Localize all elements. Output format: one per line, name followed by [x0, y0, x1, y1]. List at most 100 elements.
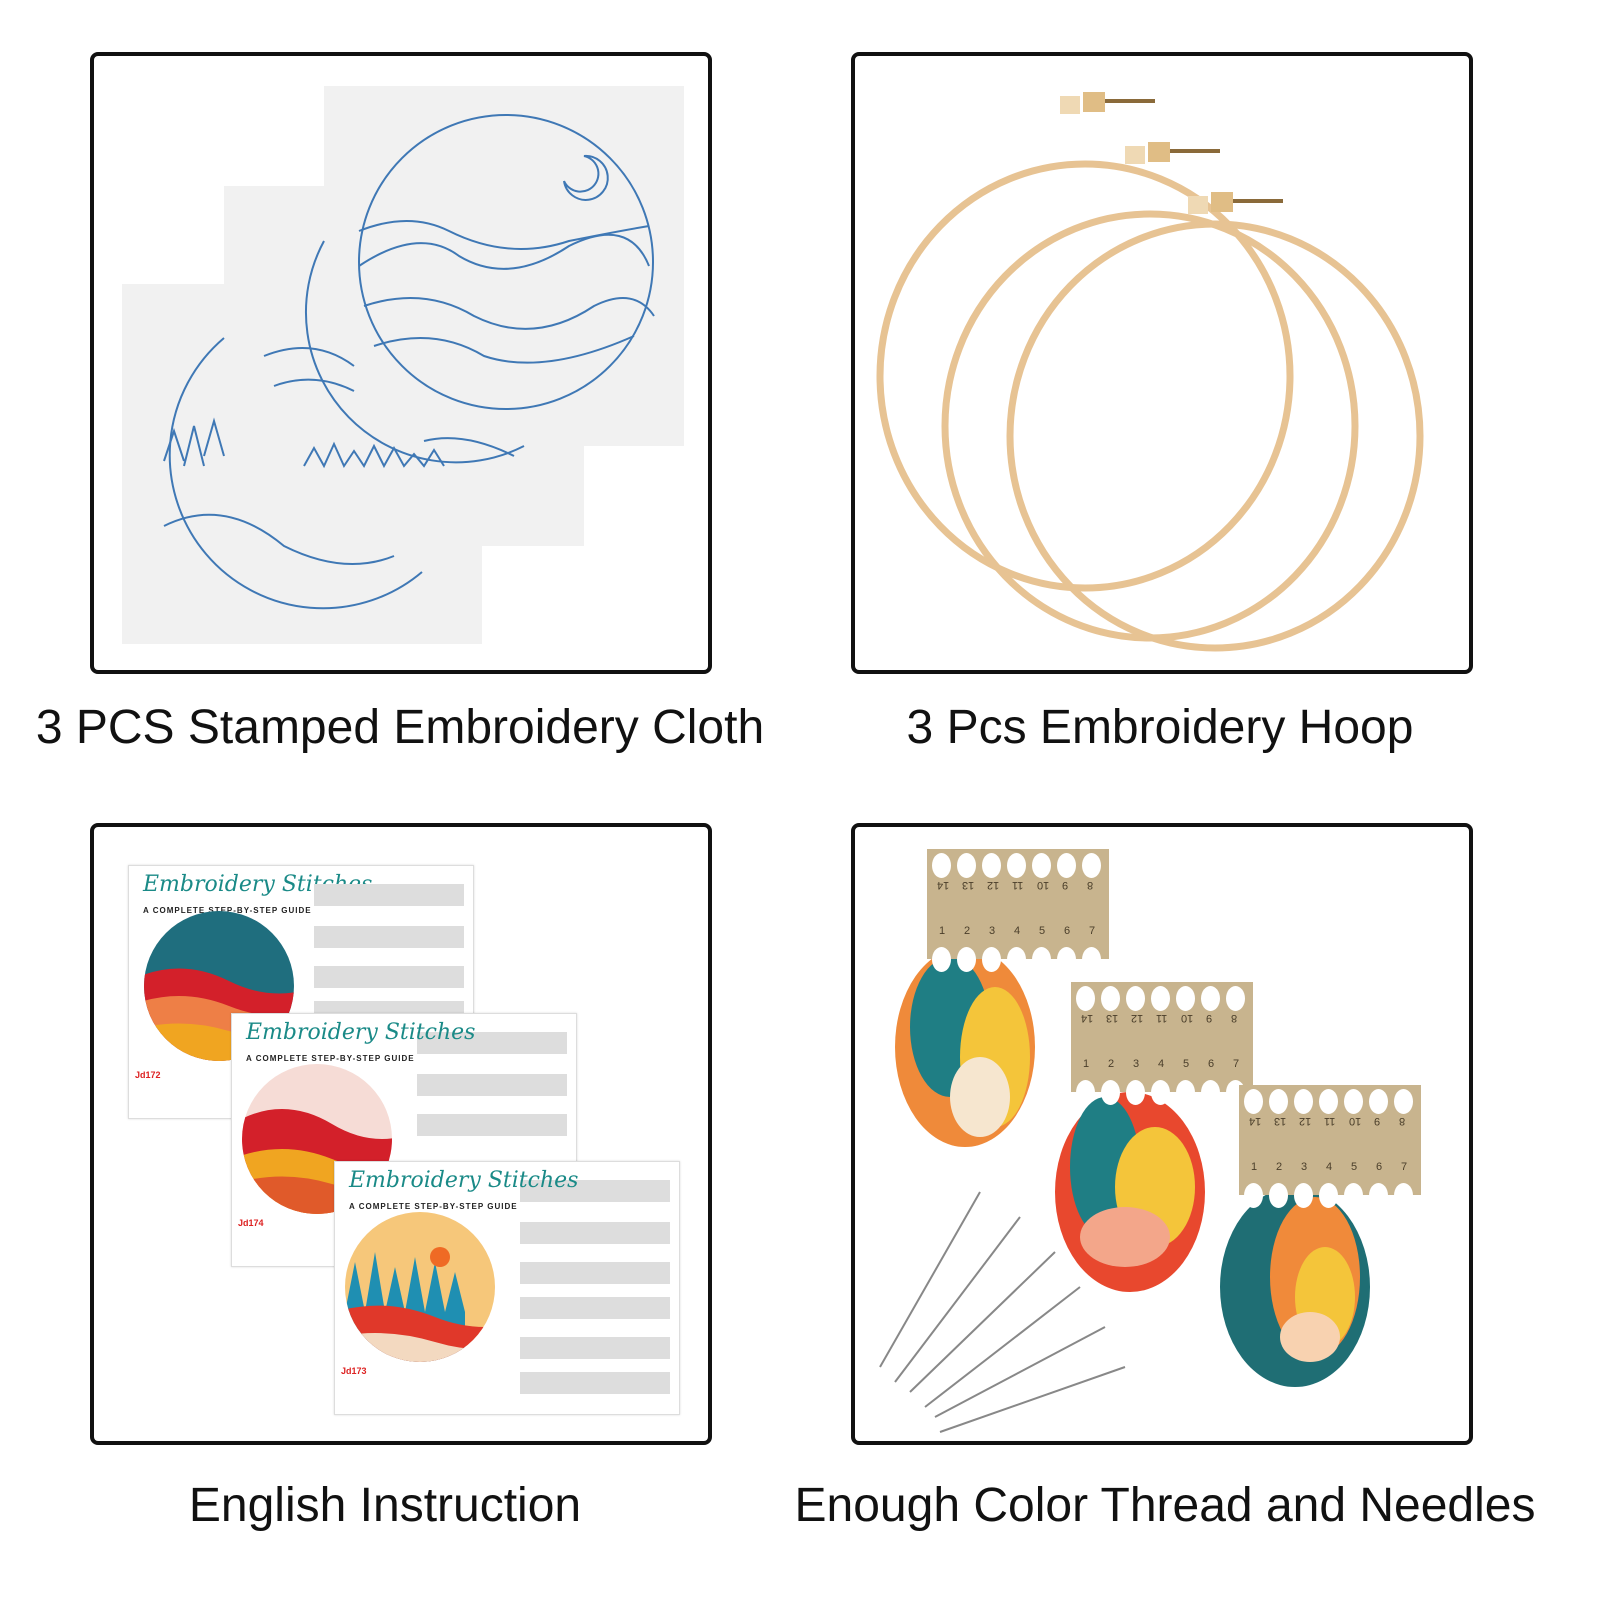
card-number: 4 [1014, 925, 1021, 937]
card-number: 3 [1133, 1058, 1140, 1070]
card-number: 6 [1376, 1161, 1383, 1173]
card-number: 14 [937, 879, 950, 891]
card-hole [1244, 1089, 1263, 1114]
card-number: 11 [1012, 879, 1024, 891]
hoop-panel [851, 52, 1473, 674]
card-hole [1101, 1080, 1120, 1105]
card-number: 6 [1208, 1058, 1215, 1070]
card-hole [957, 853, 976, 878]
card-hole [1007, 947, 1026, 972]
sheet-title: Embroidery Stitches [246, 1020, 476, 1045]
card-hole [1201, 1080, 1220, 1105]
caption-cloth: 3 PCS Stamped Embroidery Cloth [35, 701, 765, 754]
sheet-code: Jd172 [135, 1070, 161, 1080]
card-number: 4 [1326, 1161, 1333, 1173]
card-hole [1151, 986, 1170, 1011]
card-number: 11 [1156, 1012, 1168, 1024]
card-hole [982, 853, 1001, 878]
card-number: 8 [1399, 1115, 1406, 1127]
card-hole [1082, 947, 1101, 972]
thread-skein [895, 947, 1035, 1147]
card-hole [1369, 1089, 1388, 1114]
card-number: 9 [1206, 1012, 1213, 1024]
card-hole [1294, 1183, 1313, 1208]
card-number: 2 [1276, 1161, 1283, 1173]
card-number: 2 [964, 925, 971, 937]
card-number: 7 [1233, 1058, 1240, 1070]
sheet-subtitle: A COMPLETE STEP-BY-STEP GUIDE [349, 1202, 518, 1211]
embroidery-hoops-illustration [876, 92, 1424, 652]
card-hole [932, 853, 951, 878]
card-hole [1032, 947, 1051, 972]
card-hole [1269, 1183, 1288, 1208]
sheet-title: Embroidery Stitches [349, 1168, 579, 1193]
card-number: 2 [1108, 1058, 1115, 1070]
card-number: 14 [1249, 1115, 1262, 1127]
card-hole [1369, 1183, 1388, 1208]
thread-skein [1220, 1187, 1370, 1387]
card-hole [1076, 1080, 1095, 1105]
card-hole [1126, 1080, 1145, 1105]
card-hole [957, 947, 976, 972]
card-hole [1176, 986, 1195, 1011]
card-hole [1057, 853, 1076, 878]
card-number: 10 [1181, 1012, 1194, 1024]
card-number: 3 [1301, 1161, 1308, 1173]
caption-instruction: English Instruction [188, 1479, 582, 1532]
stamped-cloth-illustration [122, 86, 684, 644]
card-number: 9 [1374, 1115, 1381, 1127]
cloth-panel [90, 52, 712, 674]
caption-thread: Enough Color Thread and Needles [794, 1479, 1536, 1532]
thread-panel: 14 1 13 2 12 3 11 4 10 5 9 6 8 7 14 1 13 2 12 3 11 4 10 5 9 6 8 7 14… [851, 823, 1473, 1445]
card-number: 12 [987, 879, 1000, 891]
card-hole [1151, 1080, 1170, 1105]
sheet-subtitle: A COMPLETE STEP-BY-STEP GUIDE [246, 1054, 415, 1063]
card-hole [1226, 986, 1245, 1011]
card-number: 9 [1062, 879, 1069, 891]
card-hole [1394, 1089, 1413, 1114]
hoop-screw-icon [1060, 92, 1283, 214]
card-hole [1076, 986, 1095, 1011]
card-hole [982, 947, 1001, 972]
card-number: 7 [1401, 1161, 1408, 1173]
card-hole [1082, 853, 1101, 878]
card-hole [1176, 1080, 1195, 1105]
card-number: 12 [1131, 1012, 1144, 1024]
sheet-code: Jd174 [238, 1218, 264, 1228]
instruction-panel: Embroidery Stitches A COMPLETE STEP-BY-S… [90, 823, 712, 1445]
card-number: 13 [962, 879, 975, 891]
thread-card: 14 1 13 2 12 3 11 4 10 5 9 6 8 7 [1239, 1085, 1421, 1208]
card-number: 13 [1274, 1115, 1287, 1127]
card-hole [1032, 853, 1051, 878]
card-hole [1201, 986, 1220, 1011]
card-number: 5 [1351, 1161, 1358, 1173]
card-hole [1244, 1183, 1263, 1208]
thread-card: 14 1 13 2 12 3 11 4 10 5 9 6 8 7 [1071, 982, 1253, 1105]
card-number: 12 [1299, 1115, 1312, 1127]
caption-hoop: 3 Pcs Embroidery Hoop [906, 701, 1414, 754]
sheet-code: Jd173 [341, 1366, 367, 1376]
card-number: 6 [1064, 925, 1071, 937]
card-hole [1101, 986, 1120, 1011]
card-number: 1 [1251, 1161, 1258, 1173]
card-hole [1294, 1089, 1313, 1114]
card-number: 8 [1231, 1012, 1238, 1024]
card-hole [1344, 1183, 1363, 1208]
card-hole [1057, 947, 1076, 972]
card-number: 10 [1349, 1115, 1362, 1127]
card-number: 13 [1106, 1012, 1119, 1024]
thread-skein [1055, 1092, 1205, 1292]
card-hole [1319, 1183, 1338, 1208]
card-number: 3 [989, 925, 996, 937]
card-number: 5 [1039, 925, 1046, 937]
card-hole [1319, 1089, 1338, 1114]
card-number: 8 [1087, 879, 1094, 891]
card-hole [1007, 853, 1026, 878]
card-number: 14 [1081, 1012, 1094, 1024]
card-hole [932, 947, 951, 972]
card-number: 1 [939, 925, 946, 937]
instruction-sheet: Embroidery Stitches A COMPLETE STEP-BY-S… [334, 1161, 680, 1415]
card-number: 1 [1083, 1058, 1090, 1070]
card-hole [1394, 1183, 1413, 1208]
thread-card: 14 1 13 2 12 3 11 4 10 5 9 6 8 7 [927, 849, 1109, 972]
